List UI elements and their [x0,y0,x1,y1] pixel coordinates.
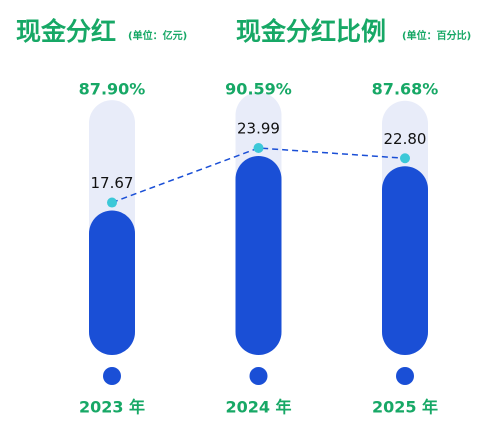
chart-title-2: 现金分红比例 [236,17,386,46]
bottom-dot [396,367,414,385]
dividend-dot [400,153,410,164]
x-tick-label: 2025 年 [372,398,438,417]
dividend-label: 22.80 [384,130,427,148]
bottom-dot [103,367,121,385]
dividend-bar [382,166,428,355]
dividend-dot [253,143,264,153]
dividend-bar [235,156,282,355]
x-tick-label: 2024 年 [225,398,291,417]
dividend-label: 17.67 [91,174,134,192]
ratio-label: 90.59% [225,80,292,99]
bottom-dot [249,367,268,385]
dividend-label: 23.99 [237,120,280,138]
dividend-dot [107,197,117,208]
x-tick-label: 2023 年 [79,398,145,417]
ratio-label: 87.90% [79,80,146,99]
dividend-line [111,147,406,204]
chart-title: 现金分红 [16,17,116,46]
unit-label-2: (单位：百分比) [402,29,471,42]
ratio-label: 87.68% [372,80,439,99]
unit-label: (单位：亿元) [128,29,187,42]
dividend-bar [89,210,135,355]
